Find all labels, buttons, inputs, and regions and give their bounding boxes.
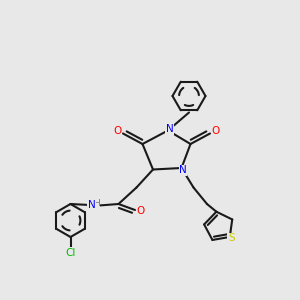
Text: H: H xyxy=(93,200,100,208)
Text: S: S xyxy=(228,233,235,243)
Text: N: N xyxy=(88,200,95,210)
Text: O: O xyxy=(211,126,220,136)
Text: N: N xyxy=(166,124,173,134)
Text: N: N xyxy=(179,165,187,176)
Text: O: O xyxy=(136,206,145,217)
Text: Cl: Cl xyxy=(65,248,76,258)
Text: O: O xyxy=(113,126,122,136)
